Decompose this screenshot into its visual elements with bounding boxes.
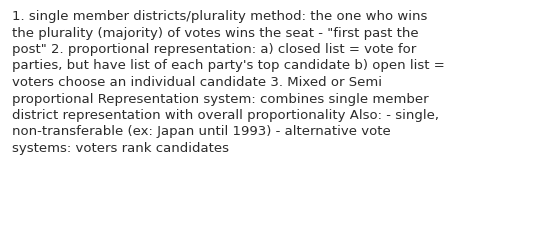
Text: 1. single member districts/plurality method: the one who wins
the plurality (maj: 1. single member districts/plurality met… xyxy=(12,10,445,154)
